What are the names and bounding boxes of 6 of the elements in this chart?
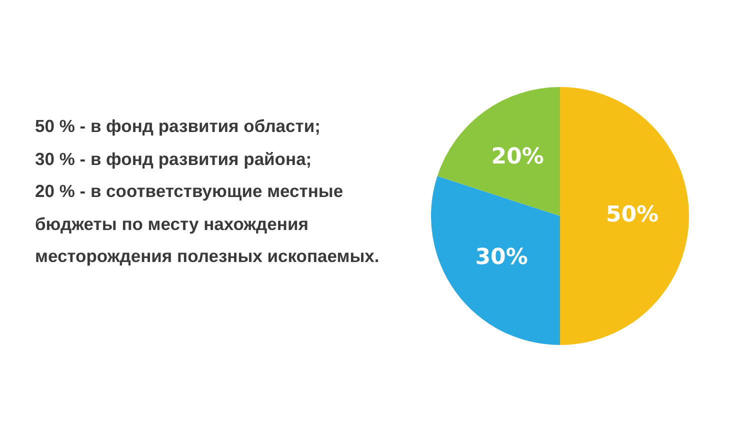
data-label: 20% xyxy=(491,144,544,170)
text: 20 % - в соответствующие местные бюджеты по месту нахождения месторождения полезных ископаемых. xyxy=(35,180,380,268)
text: 50 % - в фонд развития области; xyxy=(35,115,322,138)
data-label: 30% xyxy=(475,245,528,270)
data-label: 50% xyxy=(606,202,659,228)
text: 30 % - в фонд развития района; xyxy=(35,148,313,171)
